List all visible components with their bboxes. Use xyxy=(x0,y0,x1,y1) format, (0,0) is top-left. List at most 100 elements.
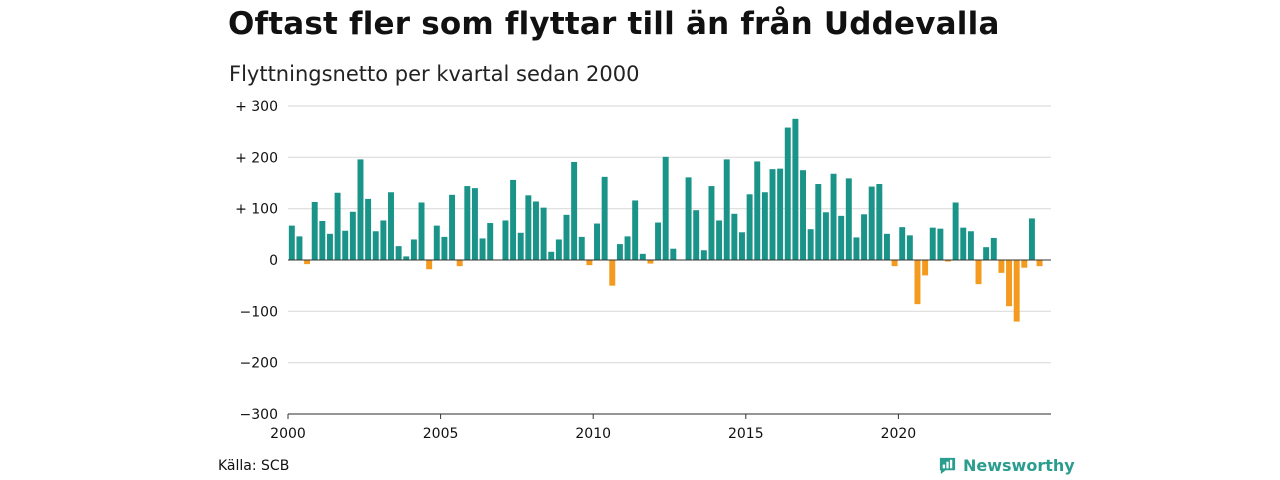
y-tick-label: −200 xyxy=(240,356,278,372)
x-tick-label: 2000 xyxy=(270,426,306,442)
bar xyxy=(365,198,372,260)
bar xyxy=(815,184,822,260)
bar xyxy=(456,260,463,267)
x-tick-label: 2015 xyxy=(728,426,764,442)
bar xyxy=(647,260,654,264)
bar xyxy=(311,201,318,260)
bar xyxy=(533,201,539,260)
bar xyxy=(319,220,326,260)
bar xyxy=(296,236,303,260)
bar xyxy=(1013,260,1020,322)
bar xyxy=(510,179,517,260)
bar xyxy=(670,248,677,260)
y-tick-label: + 200 xyxy=(235,150,278,166)
chart-title: Oftast fler som flyttar till än från Udd… xyxy=(228,6,1000,42)
bar xyxy=(952,202,959,260)
x-tick-label: 2020 xyxy=(881,426,917,442)
brand-name: Newsworthy xyxy=(963,456,1075,475)
bar xyxy=(967,231,974,260)
bar xyxy=(487,223,494,260)
bar xyxy=(723,159,730,260)
bar xyxy=(380,220,387,260)
bar xyxy=(906,235,913,260)
y-tick-label: −300 xyxy=(240,407,278,423)
bar xyxy=(838,215,845,260)
bar xyxy=(586,260,593,266)
bar xyxy=(403,256,410,260)
bar xyxy=(876,184,883,260)
y-tick-label: −100 xyxy=(240,304,278,320)
bar xyxy=(632,200,639,260)
bar xyxy=(800,170,806,260)
bar xyxy=(334,192,341,260)
bar xyxy=(372,231,379,260)
bar xyxy=(1036,260,1043,267)
bar xyxy=(418,202,425,260)
bar xyxy=(822,212,829,260)
bar xyxy=(578,236,585,260)
bar xyxy=(891,260,898,267)
bar xyxy=(594,223,600,260)
bar xyxy=(601,176,608,260)
bar xyxy=(342,230,349,260)
bar xyxy=(326,233,333,260)
bar xyxy=(548,251,555,260)
bar xyxy=(845,178,852,260)
bar xyxy=(410,239,417,260)
bar xyxy=(540,207,547,260)
bar xyxy=(388,192,394,260)
bar xyxy=(433,225,440,260)
bar xyxy=(464,186,471,260)
y-tick-label: + 300 xyxy=(235,99,278,115)
bar xyxy=(655,222,662,260)
bar xyxy=(830,173,837,260)
bar xyxy=(975,260,982,285)
bar xyxy=(502,220,509,260)
bar xyxy=(746,194,753,260)
bar xyxy=(693,210,700,260)
bar xyxy=(708,186,715,260)
bar xyxy=(555,239,562,260)
bar xyxy=(990,237,997,260)
bar xyxy=(517,232,524,260)
bar xyxy=(479,238,486,260)
bar xyxy=(731,213,738,260)
bar xyxy=(883,233,890,260)
bars xyxy=(288,118,1043,322)
x-tick-label: 2005 xyxy=(423,426,459,442)
bar xyxy=(563,214,570,260)
bar xyxy=(471,188,478,260)
y-tick-label: 0 xyxy=(269,253,278,269)
bar xyxy=(739,232,745,260)
bar xyxy=(861,214,868,260)
bar xyxy=(395,246,402,260)
bar xyxy=(1006,260,1013,307)
bar xyxy=(792,118,799,260)
y-tick-label: + 100 xyxy=(235,202,278,218)
bar xyxy=(716,220,723,260)
bar xyxy=(571,161,578,260)
bar xyxy=(922,260,929,276)
bar xyxy=(700,250,707,260)
bar xyxy=(960,227,967,260)
bar xyxy=(426,260,433,270)
bar xyxy=(349,211,356,260)
bar xyxy=(357,159,364,260)
bar xyxy=(914,260,921,305)
bar xyxy=(937,228,944,260)
brand-logo[interactable]: Newsworthy xyxy=(938,456,1075,475)
bar xyxy=(639,253,646,260)
bar-chart-speech-icon xyxy=(939,457,956,475)
bar xyxy=(609,260,616,286)
bar xyxy=(616,244,623,260)
bar xyxy=(685,177,692,260)
bar xyxy=(945,260,951,262)
bar xyxy=(441,236,448,260)
bar xyxy=(868,186,875,260)
bar xyxy=(853,237,860,260)
bar xyxy=(449,194,456,260)
bar xyxy=(807,229,814,260)
bar xyxy=(899,227,906,260)
bar xyxy=(761,192,768,260)
